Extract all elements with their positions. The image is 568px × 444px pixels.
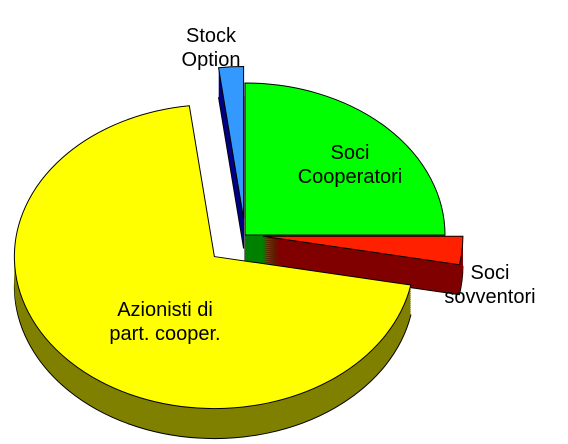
slice (13, 105, 412, 410)
slice-label: Stock Option (181, 25, 241, 71)
slice (262, 235, 464, 266)
slice-label: Azionisti di part. cooper. (109, 299, 221, 345)
slice (217, 66, 245, 219)
slice-label: Soci Cooperatori (297, 142, 403, 188)
slice-label: Soci sovventori (444, 262, 536, 308)
slice (244, 82, 446, 236)
